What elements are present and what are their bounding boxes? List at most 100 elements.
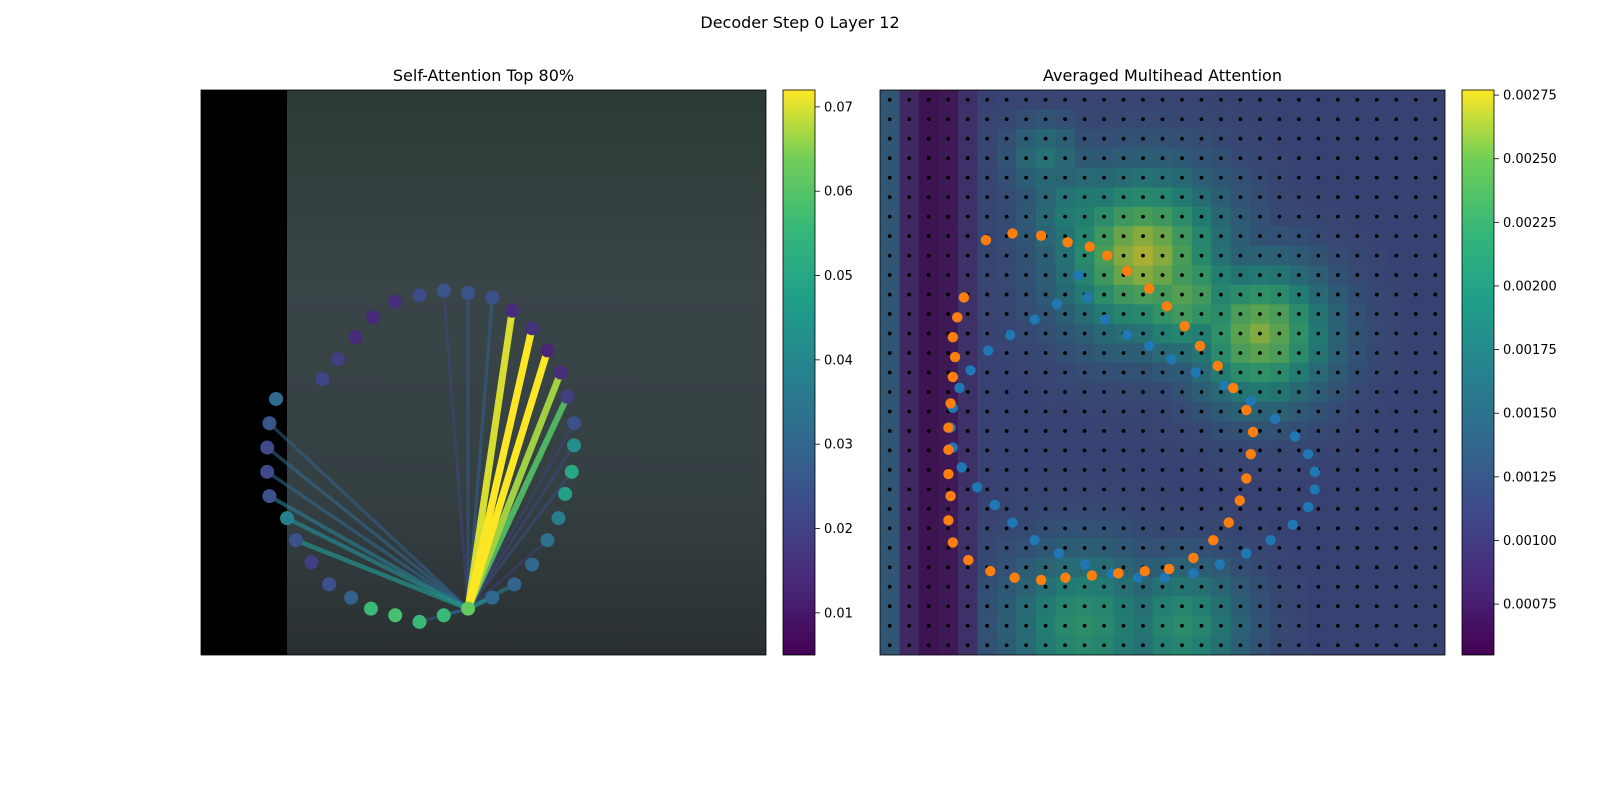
grid-dot [1238, 214, 1243, 219]
grid-dot [965, 117, 970, 122]
colorbar-tick-label: 0.01 [824, 606, 853, 621]
grid-dot [1238, 351, 1243, 355]
grid-dot [1141, 409, 1145, 414]
orange-point [943, 422, 954, 433]
grid-dot [1063, 604, 1067, 609]
grid-dot [1043, 565, 1048, 570]
grid-dot [907, 429, 912, 433]
grid-dot [1004, 623, 1009, 628]
grid-dot [1258, 506, 1262, 511]
grid-dot [1141, 643, 1145, 648]
grid-dot [1258, 409, 1262, 414]
grid-dot [1316, 429, 1321, 433]
grid-dot [1004, 526, 1009, 531]
grid-dot [1374, 565, 1379, 570]
grid-dot [985, 156, 990, 161]
grid-dot [1141, 545, 1145, 550]
grid-dot [1102, 604, 1106, 609]
grid-dot [1258, 429, 1262, 433]
grid-dot [1355, 136, 1360, 141]
grid-dot [1433, 117, 1438, 122]
grid-dot [1121, 234, 1126, 239]
grid-dot [1238, 136, 1243, 141]
blue-point [1144, 340, 1155, 352]
grid-dot [965, 312, 970, 316]
grid-dot [1180, 623, 1184, 628]
grid-dot [1413, 604, 1418, 609]
grid-dot [965, 214, 970, 219]
grid-dot [1160, 409, 1165, 414]
grid-dot [965, 487, 970, 492]
query-point [262, 416, 277, 431]
orange-point [947, 371, 959, 383]
grid-dot [907, 117, 912, 122]
grid-dot [1355, 351, 1360, 355]
grid-dot [1043, 253, 1048, 258]
grid-dot [1121, 584, 1126, 589]
grid-dot [1199, 487, 1204, 492]
grid-dot [1394, 429, 1399, 433]
grid-dot [985, 526, 990, 531]
grid-dot [1335, 468, 1340, 472]
blue-point [1051, 298, 1062, 310]
grid-dot [1082, 468, 1087, 472]
colorbar-tick-label: 0.03 [824, 438, 853, 453]
query-point [280, 511, 295, 526]
grid-dot [1296, 429, 1301, 433]
grid-dot [1258, 273, 1262, 277]
grid-dot [1160, 526, 1165, 531]
blue-point [1007, 517, 1018, 528]
grid-dot [1316, 526, 1321, 531]
grid-dot [1160, 506, 1165, 511]
grid-dot [1102, 623, 1106, 628]
grid-dot [907, 156, 912, 161]
grid-dot [1394, 526, 1399, 531]
grid-dot [1063, 506, 1067, 511]
grid-dot [1316, 253, 1321, 258]
grid-dot [1063, 97, 1067, 102]
grid-dot [965, 331, 970, 336]
grid-dot [1102, 136, 1106, 141]
grid-dot [946, 487, 951, 492]
grid-dot [1394, 175, 1399, 180]
grid-dot [1296, 253, 1301, 258]
grid-dot [1199, 117, 1204, 122]
blue-point [1289, 431, 1301, 442]
grid-dot [887, 643, 892, 648]
grid-dot [1121, 390, 1126, 394]
grid-dot [887, 214, 892, 219]
grid-dot [1121, 136, 1126, 141]
grid-dot [907, 331, 912, 336]
grid-dot [1277, 156, 1282, 161]
blue-point [1121, 329, 1133, 341]
grid-dot [1043, 312, 1048, 316]
grid-dot [1413, 623, 1418, 628]
grid-dot [1024, 604, 1029, 609]
grid-dot [1024, 292, 1029, 297]
left-colorbar-gradient [782, 89, 816, 656]
grid-dot [887, 604, 892, 609]
grid-dot [1004, 409, 1009, 414]
grid-dot [1102, 351, 1106, 355]
grid-dot [1024, 409, 1029, 414]
grid-dot [1102, 565, 1106, 570]
right-axes-frame [879, 89, 1446, 656]
grid-dot [1316, 351, 1321, 355]
grid-dot [1004, 156, 1009, 161]
grid-dot [985, 623, 990, 628]
grid-dot [1258, 487, 1262, 492]
attention-line [442, 289, 470, 610]
grid-dot [1316, 409, 1321, 414]
orange-point [945, 490, 956, 502]
grid-dot [1180, 136, 1184, 141]
grid-dot [1335, 390, 1340, 394]
grid-dot [1121, 175, 1126, 180]
grid-dot [907, 292, 912, 297]
grid-dot [1043, 117, 1048, 122]
grid-dot [1433, 136, 1438, 141]
blue-point [1245, 395, 1256, 407]
grid-dot [1219, 526, 1223, 531]
grid-dot [965, 643, 970, 648]
grid-dot [1355, 526, 1360, 531]
grid-dot [1374, 584, 1379, 589]
